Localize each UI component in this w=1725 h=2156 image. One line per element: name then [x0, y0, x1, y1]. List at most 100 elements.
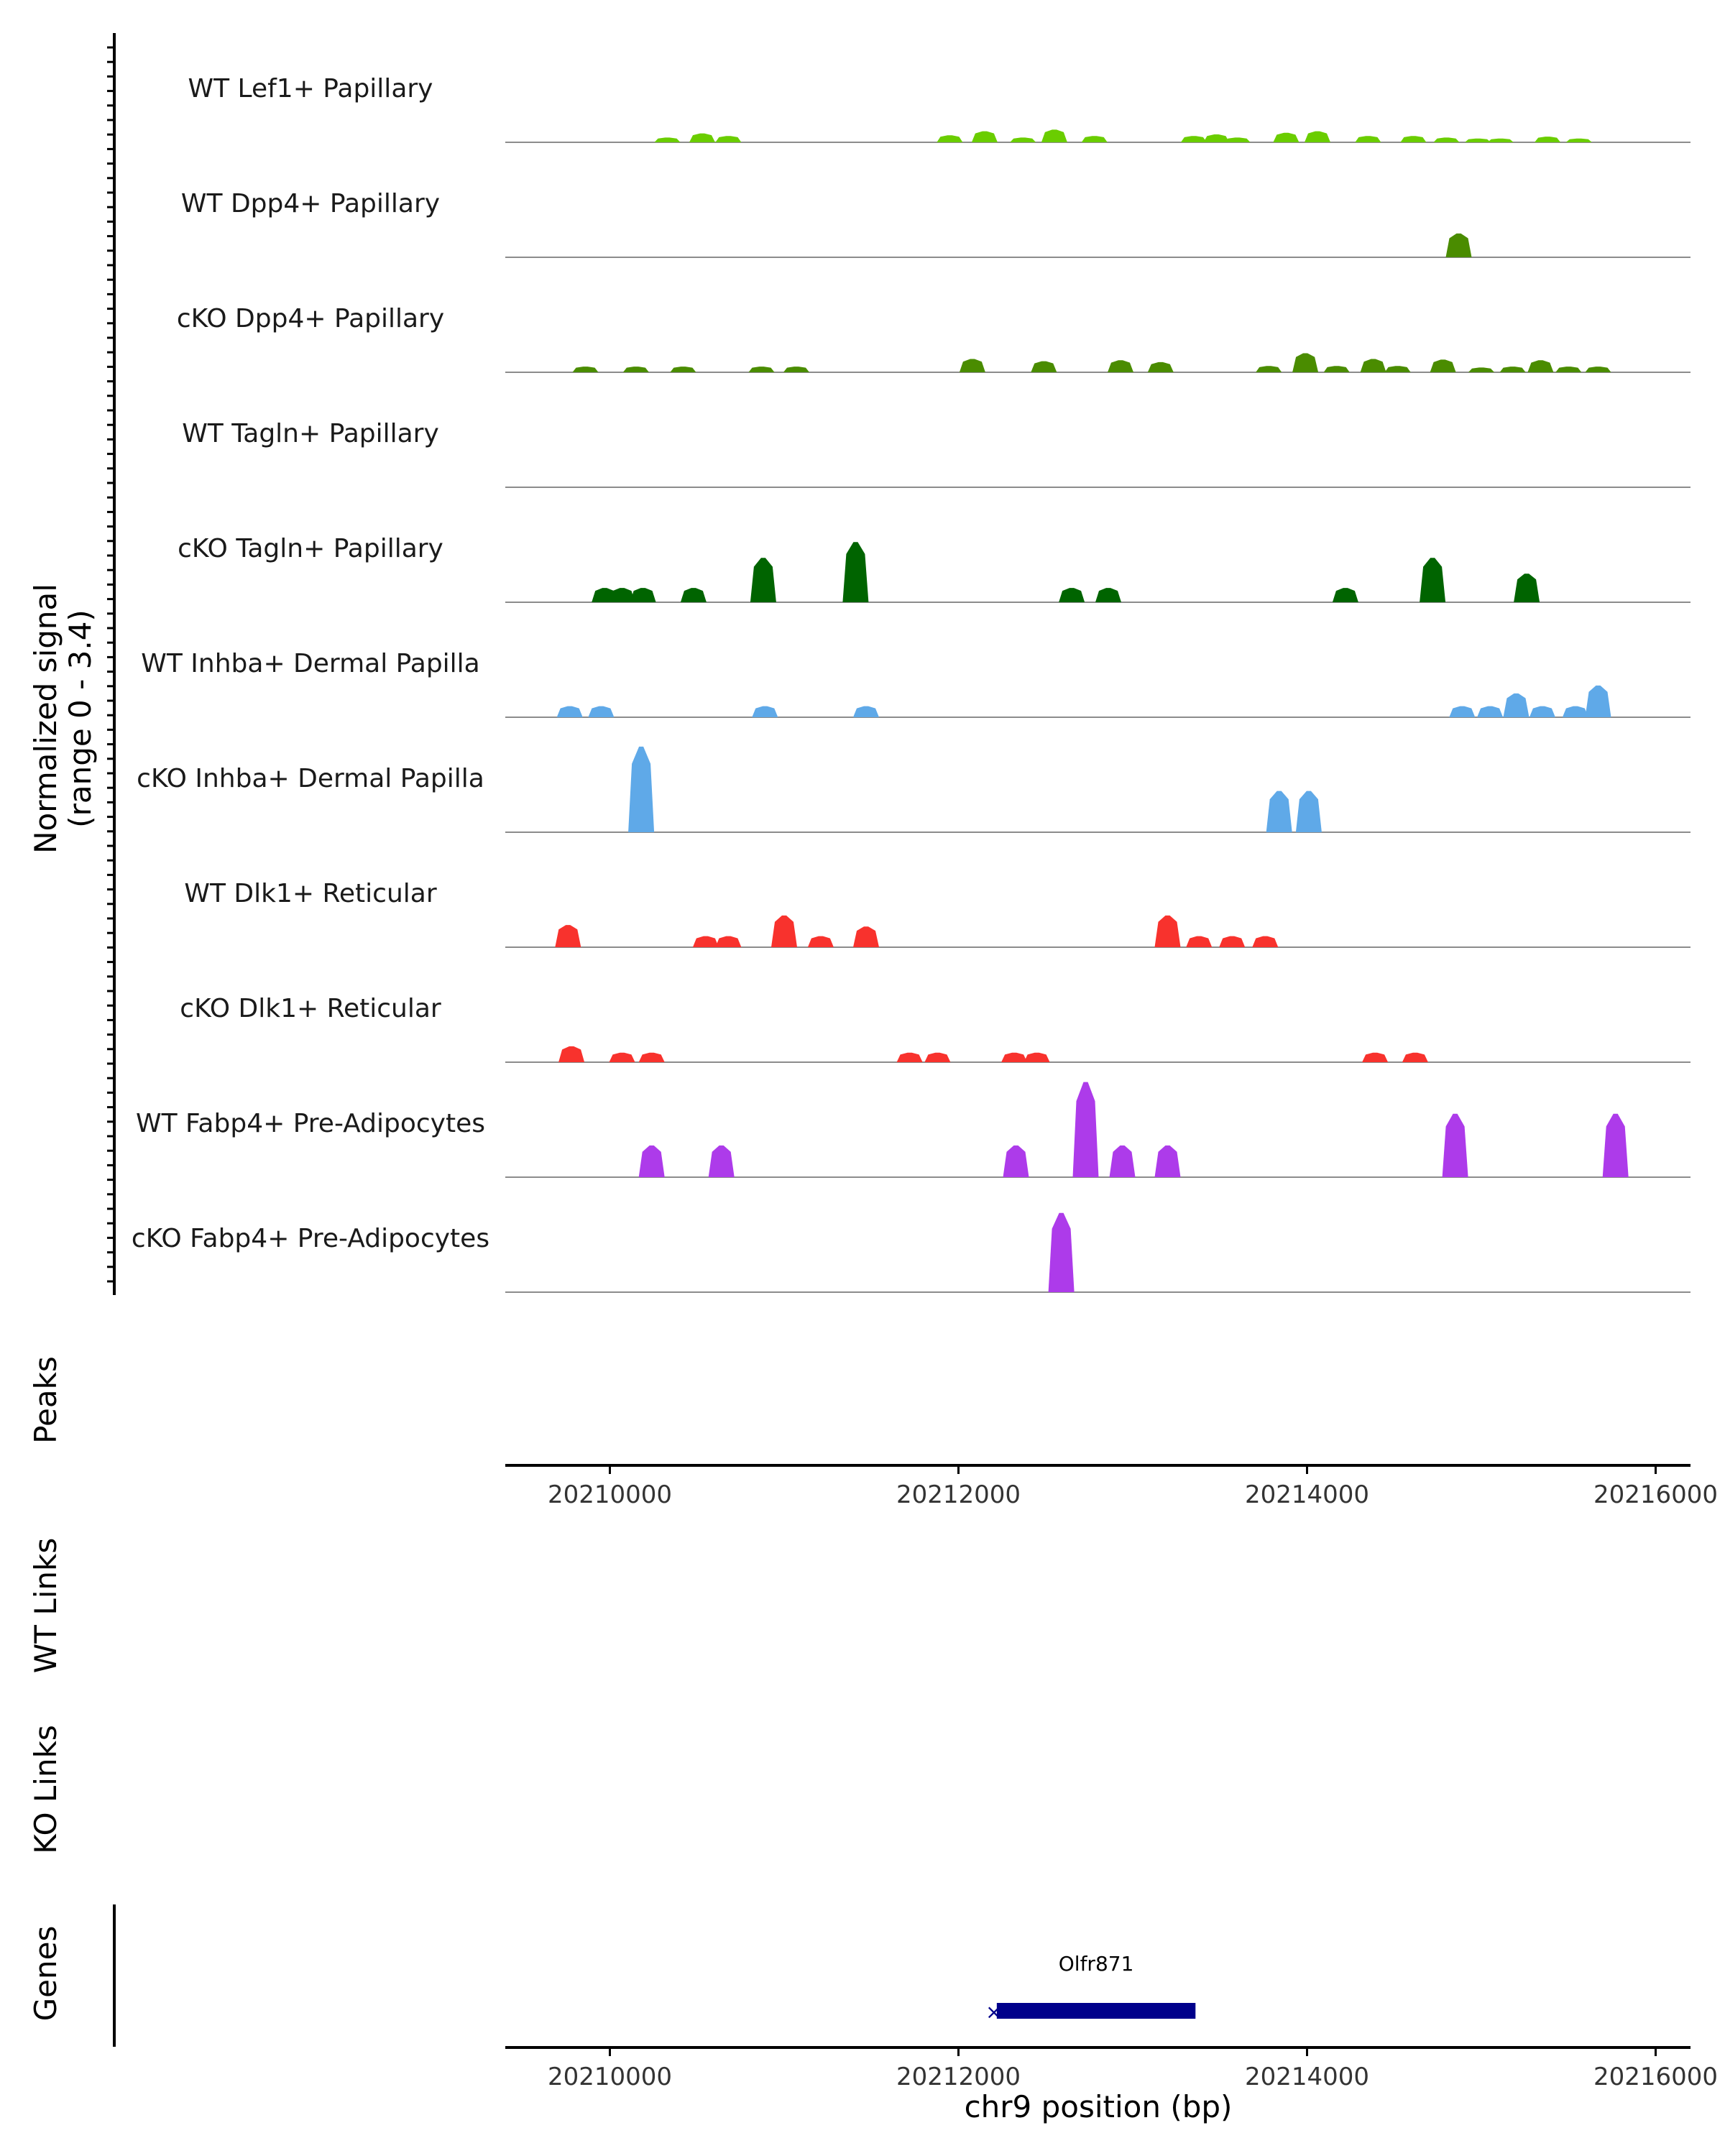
- coverage-peak: [771, 915, 797, 947]
- coverage-peak: [1048, 1212, 1075, 1292]
- track-3: cKO Dpp4+ Papillary: [177, 304, 1690, 373]
- x-tick-label: 20210000: [548, 1480, 672, 1509]
- coverage-peak: [708, 1145, 735, 1177]
- coverage-peak: [1355, 136, 1381, 142]
- coverage-peak: [609, 1052, 635, 1062]
- track-8: WT Dlk1+ Reticular: [184, 879, 1690, 948]
- coverage-peak: [1001, 1052, 1028, 1062]
- coverage-tracks: WT Lef1+ Papillary WT Dpp4+ Papillary cKO …: [132, 74, 1690, 1293]
- track-label: WT Dlk1+ Reticular: [184, 879, 436, 908]
- coverage-peak: [1562, 706, 1588, 717]
- coverage-peak: [680, 588, 707, 602]
- gene-annotations: × Olfr871: [985, 1952, 1196, 2024]
- x-tick-label: 20216000: [1593, 1480, 1718, 1509]
- coverage-peak: [630, 588, 656, 602]
- coverage-peak: [750, 558, 776, 602]
- track-label: cKO Fabp4+ Pre-Adipocytes: [132, 1224, 489, 1253]
- track-label: cKO Dpp4+ Papillary: [177, 304, 444, 333]
- gene-body: [996, 2003, 1196, 2019]
- coverage-peak: [1535, 137, 1561, 142]
- coverage-peak: [937, 135, 963, 142]
- track-11: cKO Fabp4+ Pre-Adipocytes: [132, 1212, 1690, 1293]
- signal-axis-range-label: (range 0 - 3.4): [63, 609, 98, 828]
- track-label: WT Inhba+ Dermal Papilla: [141, 649, 479, 678]
- coverage-peak: [1384, 366, 1411, 372]
- coverage-peak: [1219, 936, 1246, 947]
- wt-links-track-label: WT Links: [28, 1538, 63, 1673]
- coverage-peak: [971, 131, 998, 142]
- coverage-peak: [1273, 132, 1300, 142]
- coverage-peak: [1323, 366, 1350, 372]
- coverage-peak: [853, 706, 879, 717]
- coverage-peak: [1292, 353, 1319, 372]
- coverage-peak: [1031, 361, 1057, 372]
- genes-x-ticks: 20210000 20212000 20214000 20216000: [548, 2047, 1718, 2091]
- coverage-peak: [959, 359, 985, 372]
- coverage-peak: [1430, 359, 1456, 372]
- coverage-peak: [1154, 915, 1181, 947]
- coverage-peak: [588, 706, 615, 717]
- coverage-peak: [638, 1052, 665, 1062]
- coverage-peak: [609, 588, 635, 602]
- track-6: WT Inhba+ Dermal Papilla: [141, 649, 1690, 718]
- coverage-peak: [1445, 233, 1472, 257]
- coverage-peak: [1059, 588, 1085, 602]
- signal-axis-ticks: [107, 46, 114, 1283]
- coverage-peak: [1203, 134, 1230, 142]
- coverage-peak: [1041, 129, 1067, 142]
- coverage-peak: [1224, 137, 1251, 142]
- coverage-peak: [1468, 367, 1494, 372]
- coverage-peak: [572, 367, 599, 372]
- track-9: cKO Dlk1+ Reticular: [180, 994, 1690, 1063]
- x-tick-label: 20212000: [896, 1480, 1021, 1509]
- track-5: cKO Tagln+ Papillary: [178, 534, 1690, 603]
- coverage-peak: [1186, 936, 1213, 947]
- coverage-peak: [1072, 1082, 1099, 1177]
- coverage-peak: [842, 542, 869, 602]
- track-label: cKO Inhba+ Dermal Papilla: [137, 764, 484, 793]
- coverage-peak: [1400, 136, 1427, 142]
- coverage-peak: [715, 936, 742, 947]
- signal-axis-label: Normalized signal: [28, 584, 63, 854]
- peaks-x-ticks: 20210000 20212000 20214000 20216000: [548, 1465, 1718, 1509]
- coverage-peak: [1487, 138, 1514, 142]
- coverage-peak: [1256, 366, 1282, 372]
- coverage-peak: [783, 367, 809, 372]
- coverage-peak: [1477, 706, 1504, 717]
- track-label: WT Lef1+ Papillary: [188, 74, 433, 103]
- coverage-peak: [1024, 1052, 1050, 1062]
- coverage-peak: [1527, 360, 1554, 372]
- coverage-peak: [1154, 1145, 1181, 1177]
- track-label: cKO Tagln+ Papillary: [178, 534, 443, 563]
- coverage-peak: [1362, 1052, 1389, 1062]
- coverage-peak: [1402, 1052, 1428, 1062]
- x-tick-label: 20214000: [1245, 1480, 1369, 1509]
- track-2: WT Dpp4+ Papillary: [181, 189, 1690, 258]
- coverage-peak: [654, 137, 681, 142]
- coverage-peak: [752, 706, 778, 717]
- coverage-peak: [1003, 1145, 1029, 1177]
- coverage-peak: [692, 936, 719, 947]
- coverage-peak: [1252, 936, 1279, 947]
- coverage-peak: [715, 136, 742, 142]
- x-axis-label: chr9 position (bp): [965, 2089, 1233, 2124]
- coverage-peak: [1360, 359, 1386, 372]
- coverage-peak: [1585, 367, 1611, 372]
- coverage-peak: [1503, 693, 1530, 717]
- coverage-peak: [558, 1046, 585, 1062]
- coverage-peak: [1109, 1145, 1136, 1177]
- coverage-peak: [638, 1145, 665, 1177]
- coverage-peak: [1010, 137, 1036, 142]
- coverage-peak: [1565, 138, 1592, 142]
- gene-strand-arrow: ×: [985, 2000, 1002, 2024]
- coverage-peak: [622, 367, 649, 372]
- coverage-peak: [1180, 136, 1207, 142]
- coverage-peak: [1095, 588, 1121, 602]
- coverage-peak: [1602, 1113, 1629, 1177]
- track-label: WT Fabp4+ Pre-Adipocytes: [136, 1109, 485, 1138]
- x-tick-label: 20210000: [548, 2063, 672, 2091]
- coverage-peak: [555, 925, 581, 947]
- coverage-peak: [670, 367, 696, 372]
- coverage-peak: [1266, 791, 1292, 832]
- coverage-peak: [1295, 791, 1322, 832]
